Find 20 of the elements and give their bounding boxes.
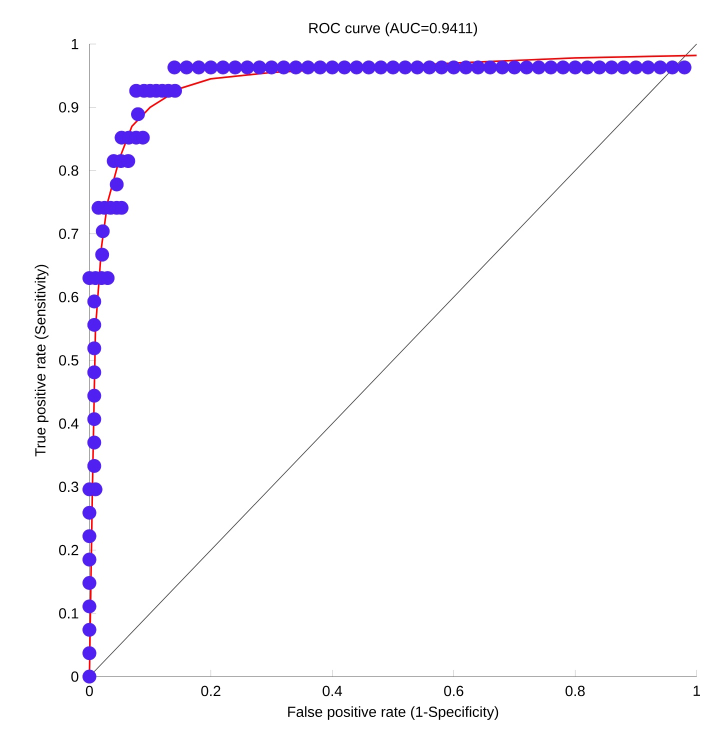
x-axis-title: False positive rate (1-Specificity) — [288, 706, 498, 720]
y-tick-label: 0.9 — [59, 102, 78, 112]
y-tick-label: 0.6 — [59, 292, 78, 302]
x-tick-label: 1 — [694, 686, 700, 696]
x-tick-label: 0.4 — [322, 686, 342, 696]
y-tick-label: 0 — [71, 671, 78, 682]
x-tick-label: 0.6 — [444, 686, 464, 696]
y-tick-label: 0.4 — [59, 418, 79, 429]
y-tick-label: 0.2 — [59, 544, 78, 556]
x-tick-label: 0.8 — [566, 686, 585, 696]
x-tick-label: 0 — [86, 686, 94, 696]
y-tick-label: 0.3 — [59, 482, 78, 492]
y-tick-label: 0.7 — [59, 228, 78, 240]
x-tick-label: 0.2 — [201, 686, 220, 696]
y-tick-label: 0.8 — [59, 165, 78, 176]
y-tick-label: 0.5 — [59, 355, 78, 366]
y-tick-label: 1 — [72, 38, 78, 50]
chart-title: ROC curve (AUC=0.9411) — [309, 22, 478, 36]
y-axis-title: True positive rate (Sensitivity) — [34, 264, 49, 456]
y-tick-label: 0.1 — [59, 608, 78, 619]
